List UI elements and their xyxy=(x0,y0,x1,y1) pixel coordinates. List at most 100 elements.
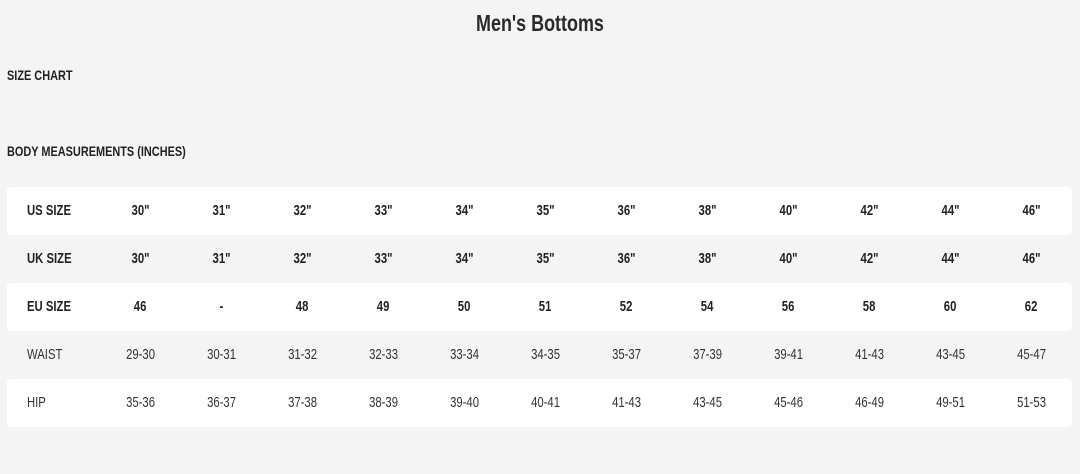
table-cell-text: 48 xyxy=(296,299,309,315)
table-cell-text: 35-36 xyxy=(126,395,155,411)
table-cell-text: 38" xyxy=(698,251,717,267)
table-cell: 49-51 xyxy=(910,395,991,411)
table-cell: 42" xyxy=(829,203,910,219)
table-cell: 46" xyxy=(991,203,1072,219)
table-cell-text: 39-40 xyxy=(450,395,479,411)
table-cell: 52 xyxy=(586,299,667,315)
table-cell: 38" xyxy=(667,203,748,219)
table-cell-text: 31" xyxy=(212,251,231,267)
table-cell-text: 35" xyxy=(536,203,555,219)
table-row: HIP 35-36 36-37 37-38 38-39 39-40 40-41 41-43 43… xyxy=(7,379,1072,427)
table-cell: 43-45 xyxy=(667,395,748,411)
table-cell-text: 50 xyxy=(458,299,471,315)
table-cell: 44" xyxy=(910,251,991,267)
table-cell: 36-37 xyxy=(181,395,262,411)
table-cell: 46-49 xyxy=(829,395,910,411)
table-cell-text: 56 xyxy=(782,299,795,315)
table-cell-text: 36" xyxy=(617,251,636,267)
table-row: UK SIZE 30" 31" 32" 33" 34" 35" 36" 38" 40" 42" 44"… xyxy=(7,235,1072,283)
table-cell-text: 38" xyxy=(698,203,717,219)
page-title-text: Men's Bottoms xyxy=(476,10,604,36)
row-label-text: HIP xyxy=(27,395,46,411)
table-cell-text: 44" xyxy=(941,203,960,219)
table-cell-text: 46 xyxy=(134,299,147,315)
body-measurements-heading-text: BODY MEASUREMENTS (INCHES) xyxy=(7,143,186,159)
page-title: Men's Bottoms xyxy=(0,10,1080,37)
table-cell: 31" xyxy=(181,203,262,219)
table-cell: 35" xyxy=(505,203,586,219)
row-label-text: UK SIZE xyxy=(27,251,72,267)
table-cell: 33" xyxy=(343,251,424,267)
row-label: EU SIZE xyxy=(7,299,100,315)
table-cell: 41-43 xyxy=(586,395,667,411)
table-cell: 34" xyxy=(424,251,505,267)
table-cell-text: 41-43 xyxy=(855,347,884,363)
table-cell: 56 xyxy=(748,299,829,315)
table-cell-text: 44" xyxy=(941,251,960,267)
table-cell-text: 45-46 xyxy=(774,395,803,411)
table-cell-text: 46" xyxy=(1022,203,1041,219)
table-cell: 46 xyxy=(100,299,181,315)
table-row: EU SIZE 46 - 48 49 50 51 52 54 56 58 60 62 xyxy=(7,283,1072,331)
table-cell-text: 33" xyxy=(374,251,393,267)
table-cell: 39-40 xyxy=(424,395,505,411)
table-cell: 35" xyxy=(505,251,586,267)
table-cell-text: 51 xyxy=(539,299,552,315)
table-cell-text: 38-39 xyxy=(369,395,398,411)
table-cell-text: 30" xyxy=(131,203,150,219)
table-cell: 30" xyxy=(100,203,181,219)
table-cell-text: 34" xyxy=(455,251,474,267)
table-cell-text: 31" xyxy=(212,203,231,219)
table-cell: 36" xyxy=(586,203,667,219)
table-cell: 38" xyxy=(667,251,748,267)
row-label: HIP xyxy=(7,395,100,411)
table-cell-text: 58 xyxy=(863,299,876,315)
table-cell: 51 xyxy=(505,299,586,315)
table-cell-text: 51-53 xyxy=(1017,395,1046,411)
table-cell-text: 54 xyxy=(701,299,714,315)
table-cell-text: 41-43 xyxy=(612,395,641,411)
table-cell-text: 40-41 xyxy=(531,395,560,411)
table-cell: 62 xyxy=(991,299,1072,315)
row-label: UK SIZE xyxy=(7,251,100,267)
table-cell: 33-34 xyxy=(424,347,505,363)
table-cell: 31" xyxy=(181,251,262,267)
table-cell-text: 36" xyxy=(617,203,636,219)
table-cell: 34-35 xyxy=(505,347,586,363)
table-cell-text: 60 xyxy=(944,299,957,315)
table-cell: 32" xyxy=(262,203,343,219)
table-cell: 40" xyxy=(748,203,829,219)
table-cell: 48 xyxy=(262,299,343,315)
table-cell-text: 32-33 xyxy=(369,347,398,363)
row-label: US SIZE xyxy=(7,203,100,219)
table-cell-text: 37-39 xyxy=(693,347,722,363)
table-cell-text: 35-37 xyxy=(612,347,641,363)
body-measurements-heading: BODY MEASUREMENTS (INCHES) xyxy=(7,143,236,159)
table-cell-text: 40" xyxy=(779,203,798,219)
table-row: WAIST 29-30 30-31 31-32 32-33 33-34 34-35 35-37… xyxy=(7,331,1072,379)
table-cell: 49 xyxy=(343,299,424,315)
table-cell-text: 34" xyxy=(455,203,474,219)
table-cell-text: 49-51 xyxy=(936,395,965,411)
table-cell: 30" xyxy=(100,251,181,267)
table-cell-text: 45-47 xyxy=(1017,347,1046,363)
table-cell: - xyxy=(181,299,262,315)
table-cell: 37-38 xyxy=(262,395,343,411)
table-cell: 32-33 xyxy=(343,347,424,363)
table-cell-text: 32" xyxy=(293,203,312,219)
table-cell: 43-45 xyxy=(910,347,991,363)
table-cell-text: 36-37 xyxy=(207,395,236,411)
table-cell-text: 34-35 xyxy=(531,347,560,363)
table-cell-text: 30" xyxy=(131,251,150,267)
table-cell: 44" xyxy=(910,203,991,219)
table-cell: 39-41 xyxy=(748,347,829,363)
table-cell: 45-47 xyxy=(991,347,1072,363)
table-cell: 30-31 xyxy=(181,347,262,363)
table-cell-text: 30-31 xyxy=(207,347,236,363)
table-cell: 40-41 xyxy=(505,395,586,411)
table-cell: 51-53 xyxy=(991,395,1072,411)
table-cell-text: 32" xyxy=(293,251,312,267)
table-cell-text: 42" xyxy=(860,203,879,219)
table-cell-text: 31-32 xyxy=(288,347,317,363)
table-cell-text: 52 xyxy=(620,299,633,315)
